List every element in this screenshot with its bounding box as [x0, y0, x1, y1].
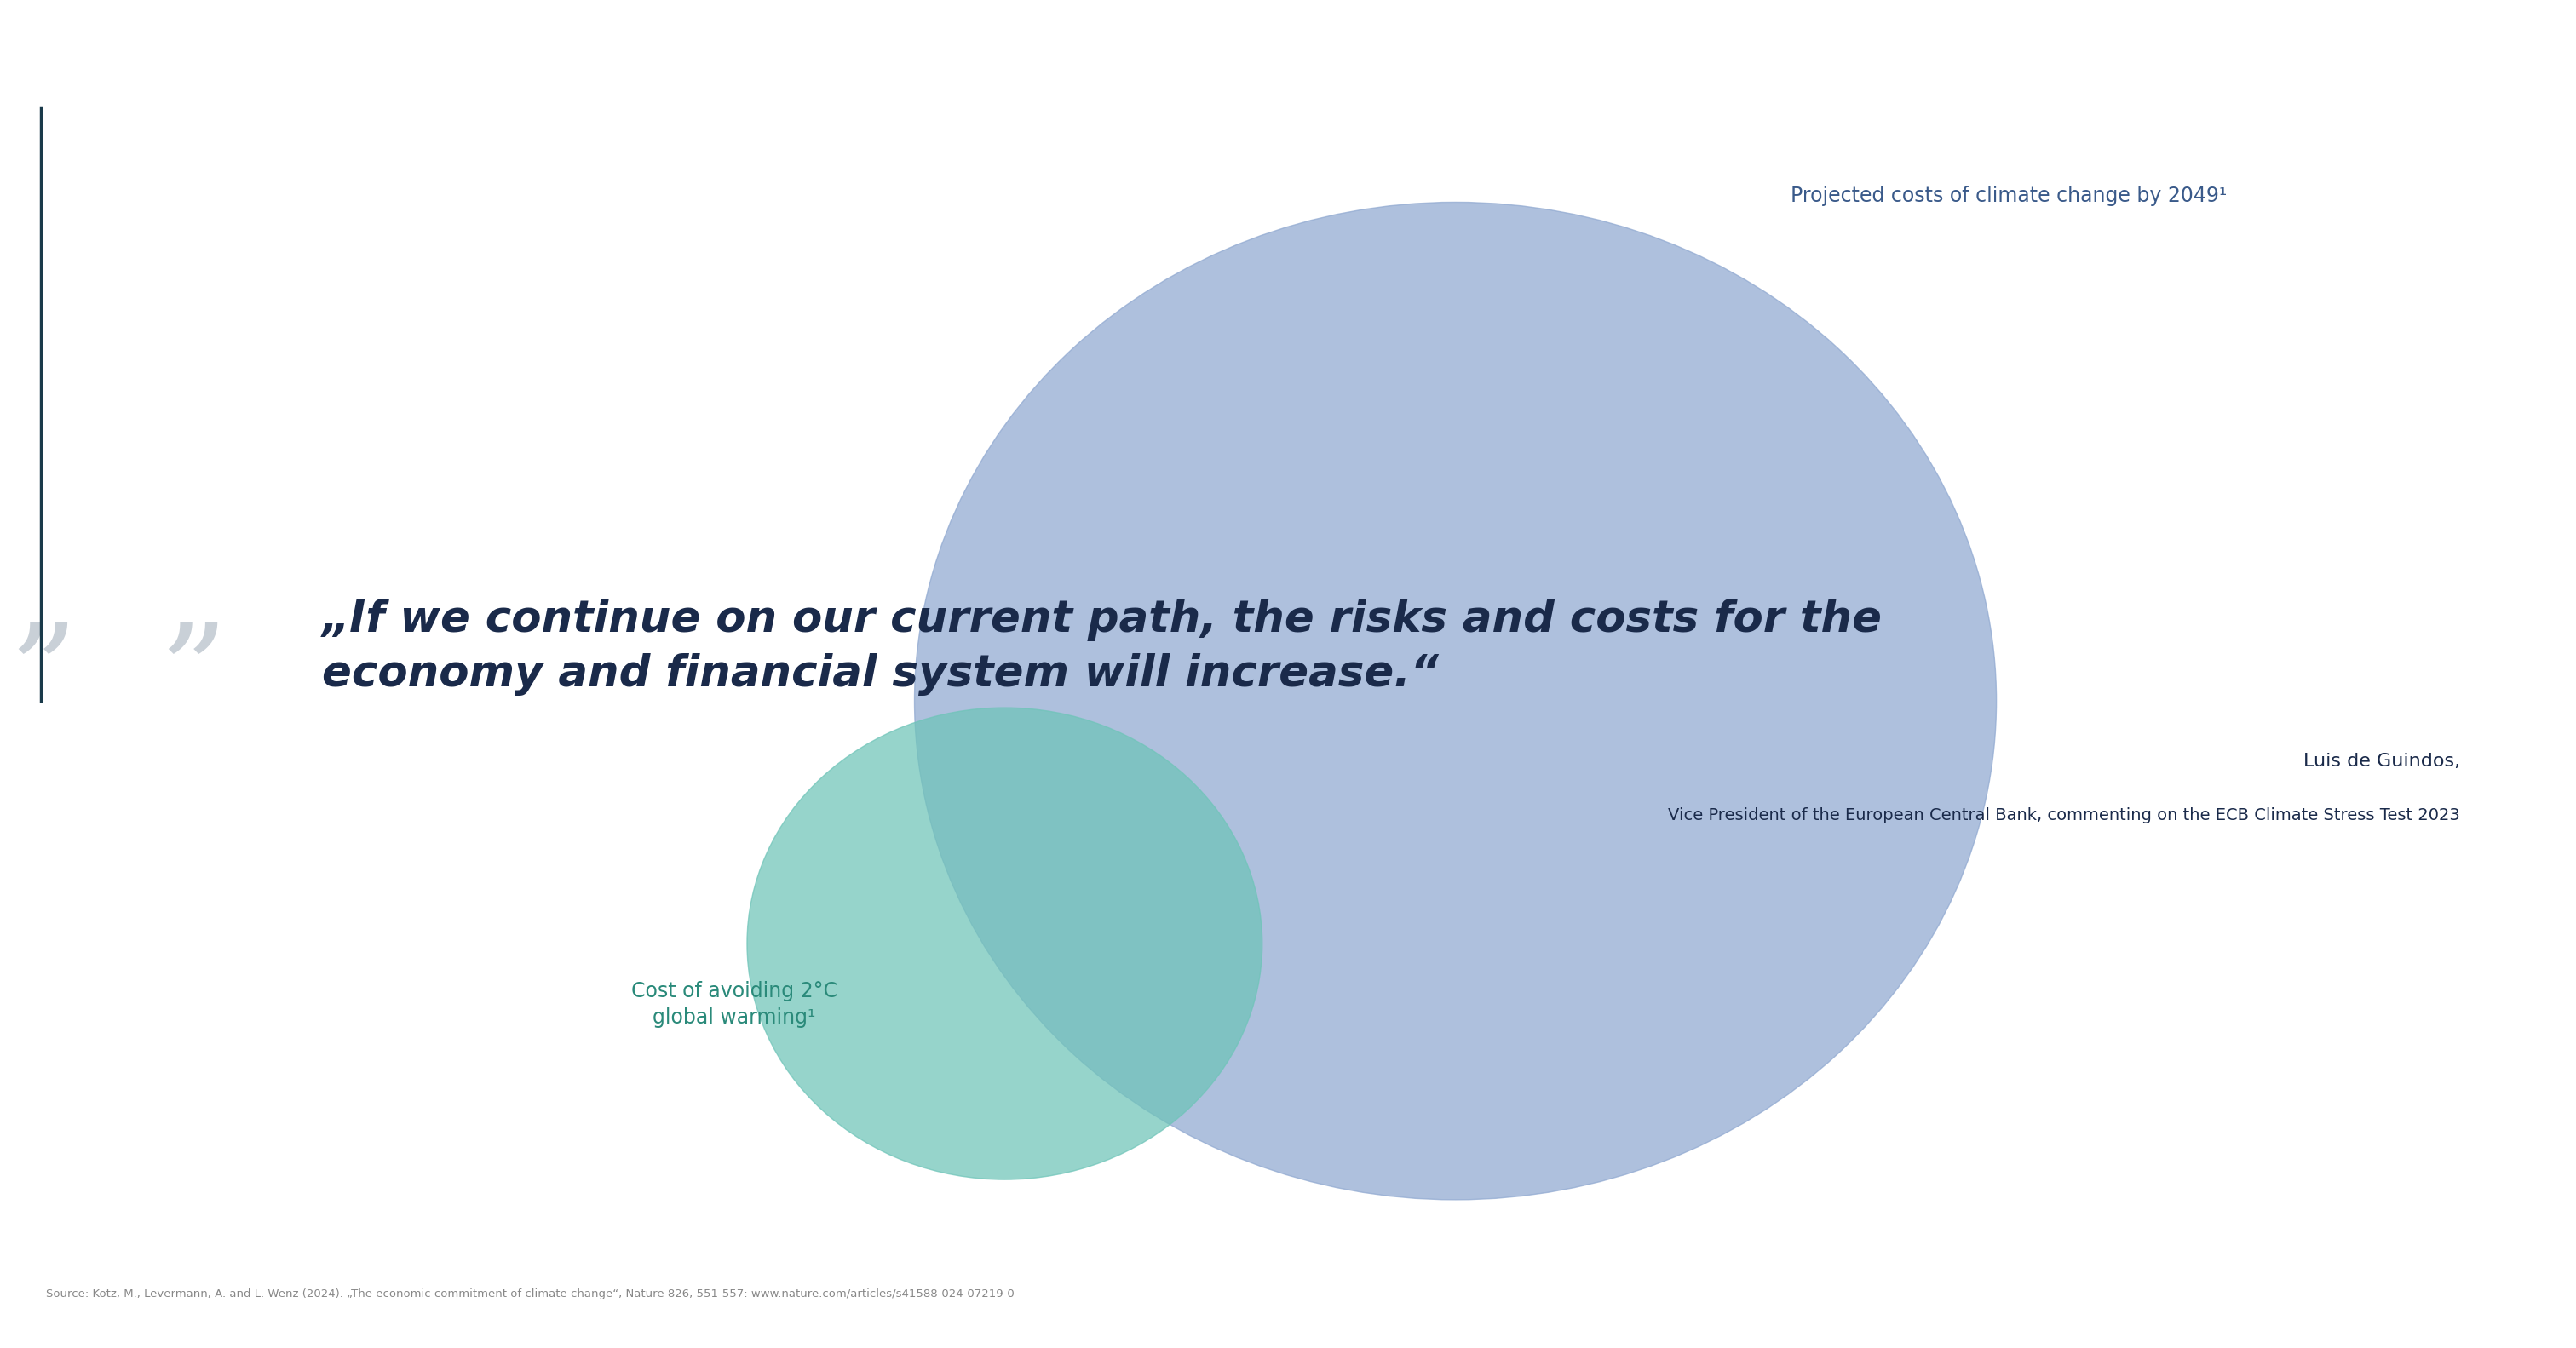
Text: Source: Kotz, M., Levermann, A. and L. Wenz (2024). „The economic commitment of : Source: Kotz, M., Levermann, A. and L. W… [46, 1289, 1015, 1299]
Text: Cost of avoiding 2°C
global warming¹: Cost of avoiding 2°C global warming¹ [631, 980, 837, 1029]
Ellipse shape [914, 202, 1996, 1200]
Text: „If we continue on our current path, the risks and costs for the
economy and fin: „If we continue on our current path, the… [322, 599, 1883, 696]
Text: Projected costs of climate change by 2049¹: Projected costs of climate change by 204… [1790, 185, 2226, 206]
Text: „  „: „ „ [13, 537, 229, 663]
Text: Vice President of the European Central Bank, commenting on the ECB Climate Stres: Vice President of the European Central B… [1669, 807, 2460, 824]
Ellipse shape [747, 708, 1262, 1180]
Text: Luis de Guindos,: Luis de Guindos, [2303, 754, 2460, 770]
